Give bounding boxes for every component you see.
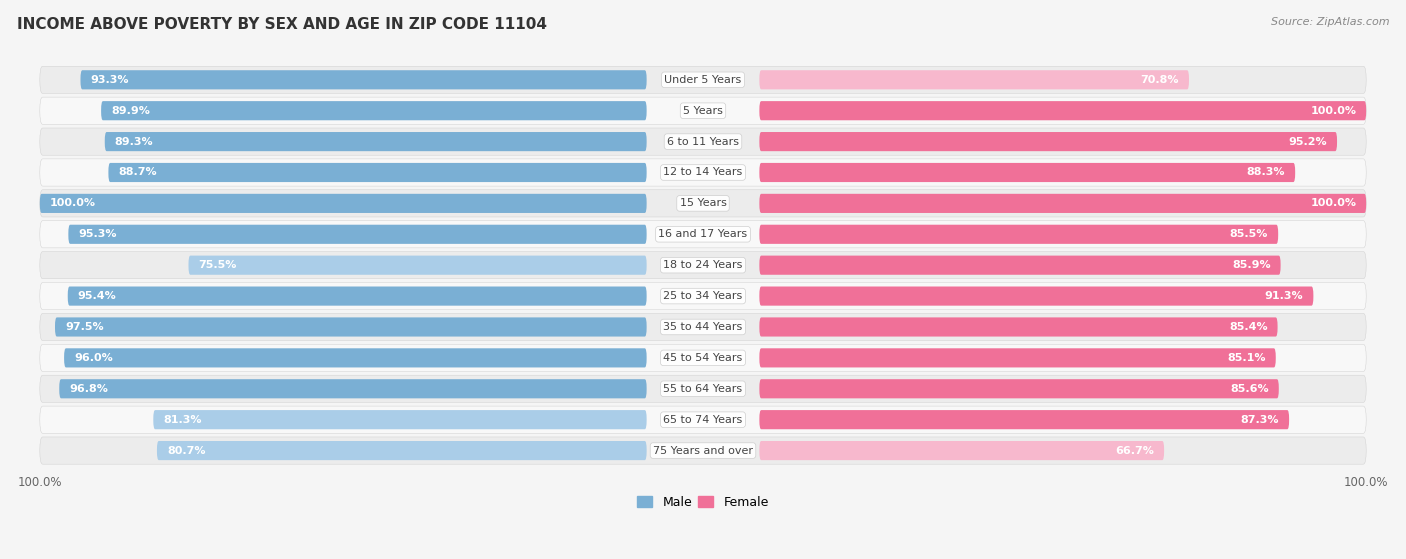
Text: 25 to 34 Years: 25 to 34 Years bbox=[664, 291, 742, 301]
FancyBboxPatch shape bbox=[69, 225, 647, 244]
FancyBboxPatch shape bbox=[759, 441, 1164, 460]
Text: 89.9%: 89.9% bbox=[111, 106, 150, 116]
FancyBboxPatch shape bbox=[39, 97, 1367, 124]
Text: 75.5%: 75.5% bbox=[198, 260, 236, 270]
FancyBboxPatch shape bbox=[39, 194, 647, 213]
Text: 88.7%: 88.7% bbox=[118, 168, 157, 178]
FancyBboxPatch shape bbox=[759, 410, 1289, 429]
FancyBboxPatch shape bbox=[39, 344, 1367, 372]
Text: 100.0%: 100.0% bbox=[1310, 198, 1357, 209]
Text: 70.8%: 70.8% bbox=[1140, 75, 1180, 85]
FancyBboxPatch shape bbox=[188, 255, 647, 275]
FancyBboxPatch shape bbox=[59, 379, 647, 399]
FancyBboxPatch shape bbox=[65, 348, 647, 367]
Text: 85.9%: 85.9% bbox=[1232, 260, 1271, 270]
Text: 91.3%: 91.3% bbox=[1265, 291, 1303, 301]
Text: 89.3%: 89.3% bbox=[115, 136, 153, 146]
FancyBboxPatch shape bbox=[759, 225, 1278, 244]
FancyBboxPatch shape bbox=[39, 221, 1367, 248]
FancyBboxPatch shape bbox=[39, 314, 1367, 340]
FancyBboxPatch shape bbox=[759, 163, 1295, 182]
FancyBboxPatch shape bbox=[55, 318, 647, 337]
Text: 93.3%: 93.3% bbox=[90, 75, 129, 85]
FancyBboxPatch shape bbox=[39, 190, 1367, 217]
Text: 15 Years: 15 Years bbox=[679, 198, 727, 209]
FancyBboxPatch shape bbox=[39, 66, 1367, 93]
Text: 75 Years and over: 75 Years and over bbox=[652, 446, 754, 456]
Text: 95.4%: 95.4% bbox=[77, 291, 117, 301]
Text: Source: ZipAtlas.com: Source: ZipAtlas.com bbox=[1271, 17, 1389, 27]
FancyBboxPatch shape bbox=[39, 437, 1367, 464]
FancyBboxPatch shape bbox=[39, 375, 1367, 402]
Text: Under 5 Years: Under 5 Years bbox=[665, 75, 741, 85]
FancyBboxPatch shape bbox=[39, 128, 1367, 155]
Text: 45 to 54 Years: 45 to 54 Years bbox=[664, 353, 742, 363]
FancyBboxPatch shape bbox=[39, 252, 1367, 279]
FancyBboxPatch shape bbox=[157, 441, 647, 460]
FancyBboxPatch shape bbox=[105, 132, 647, 151]
Text: 96.0%: 96.0% bbox=[75, 353, 112, 363]
Text: 95.3%: 95.3% bbox=[79, 229, 117, 239]
Text: 6 to 11 Years: 6 to 11 Years bbox=[666, 136, 740, 146]
FancyBboxPatch shape bbox=[39, 406, 1367, 433]
FancyBboxPatch shape bbox=[759, 255, 1281, 275]
Text: 12 to 14 Years: 12 to 14 Years bbox=[664, 168, 742, 178]
Text: 18 to 24 Years: 18 to 24 Years bbox=[664, 260, 742, 270]
FancyBboxPatch shape bbox=[39, 282, 1367, 310]
FancyBboxPatch shape bbox=[759, 132, 1337, 151]
Text: 16 and 17 Years: 16 and 17 Years bbox=[658, 229, 748, 239]
FancyBboxPatch shape bbox=[80, 70, 647, 89]
Text: 66.7%: 66.7% bbox=[1115, 446, 1154, 456]
Text: 95.2%: 95.2% bbox=[1288, 136, 1327, 146]
FancyBboxPatch shape bbox=[153, 410, 647, 429]
FancyBboxPatch shape bbox=[759, 379, 1279, 399]
Text: 96.8%: 96.8% bbox=[69, 384, 108, 394]
Text: 81.3%: 81.3% bbox=[163, 415, 201, 425]
FancyBboxPatch shape bbox=[759, 101, 1367, 120]
FancyBboxPatch shape bbox=[108, 163, 647, 182]
Text: 65 to 74 Years: 65 to 74 Years bbox=[664, 415, 742, 425]
Text: 100.0%: 100.0% bbox=[49, 198, 96, 209]
FancyBboxPatch shape bbox=[759, 318, 1278, 337]
Text: 80.7%: 80.7% bbox=[167, 446, 205, 456]
Text: 88.3%: 88.3% bbox=[1247, 168, 1285, 178]
Text: 87.3%: 87.3% bbox=[1240, 415, 1279, 425]
Text: 85.5%: 85.5% bbox=[1230, 229, 1268, 239]
Legend: Male, Female: Male, Female bbox=[633, 491, 773, 514]
FancyBboxPatch shape bbox=[759, 287, 1313, 306]
Text: 35 to 44 Years: 35 to 44 Years bbox=[664, 322, 742, 332]
Text: 85.1%: 85.1% bbox=[1227, 353, 1265, 363]
Text: 100.0%: 100.0% bbox=[1310, 106, 1357, 116]
FancyBboxPatch shape bbox=[759, 194, 1367, 213]
Text: 55 to 64 Years: 55 to 64 Years bbox=[664, 384, 742, 394]
FancyBboxPatch shape bbox=[67, 287, 647, 306]
Text: INCOME ABOVE POVERTY BY SEX AND AGE IN ZIP CODE 11104: INCOME ABOVE POVERTY BY SEX AND AGE IN Z… bbox=[17, 17, 547, 32]
Text: 85.6%: 85.6% bbox=[1230, 384, 1268, 394]
Text: 97.5%: 97.5% bbox=[65, 322, 104, 332]
Text: 5 Years: 5 Years bbox=[683, 106, 723, 116]
FancyBboxPatch shape bbox=[39, 159, 1367, 186]
FancyBboxPatch shape bbox=[101, 101, 647, 120]
Text: 85.4%: 85.4% bbox=[1229, 322, 1268, 332]
FancyBboxPatch shape bbox=[759, 70, 1189, 89]
FancyBboxPatch shape bbox=[759, 348, 1275, 367]
